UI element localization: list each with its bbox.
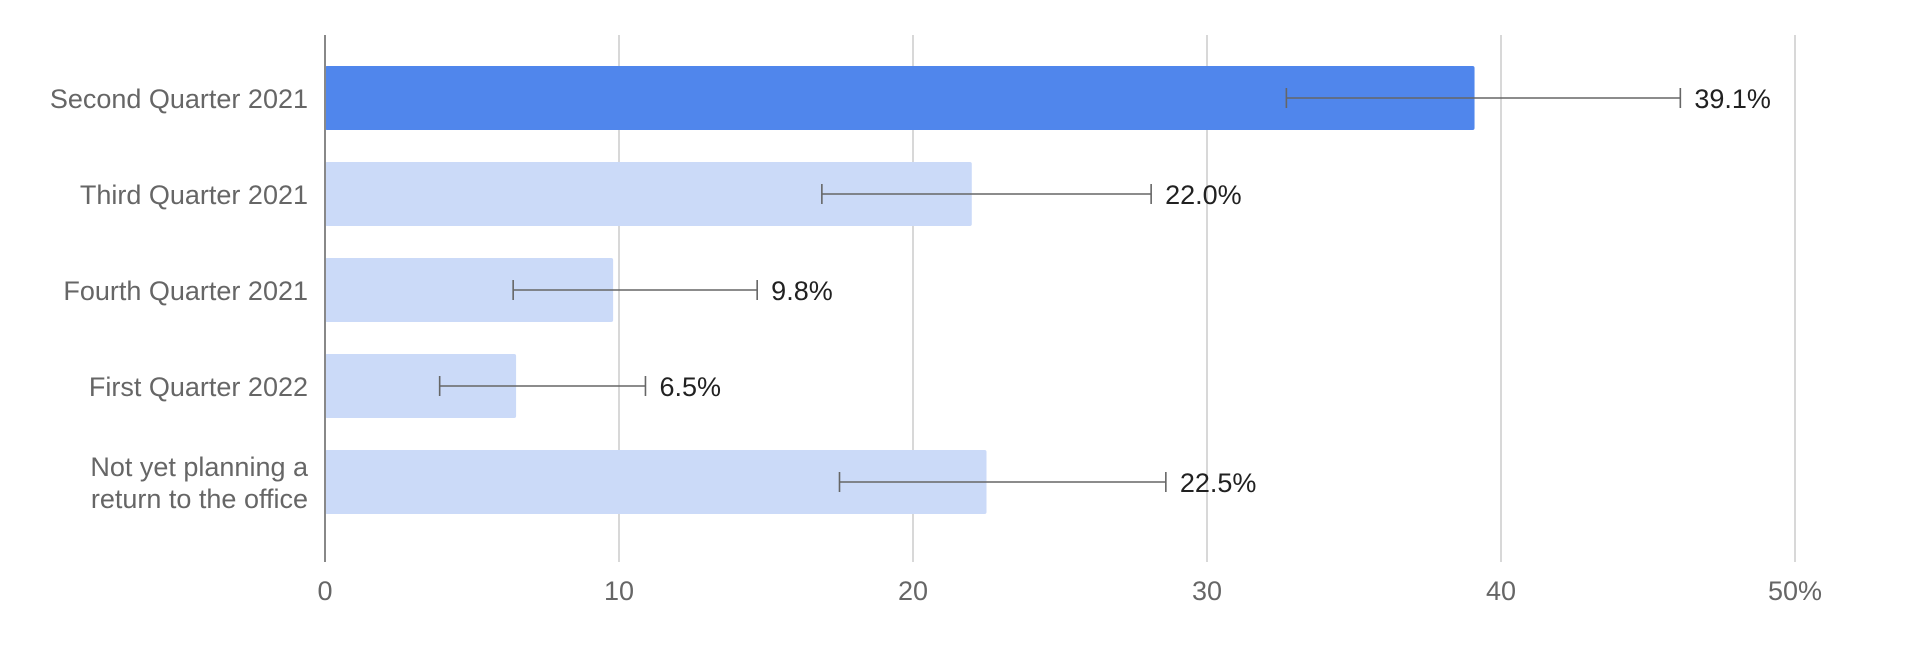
x-tick-label: 20 bbox=[898, 576, 928, 606]
category-label: Fourth Quarter 2021 bbox=[63, 276, 308, 306]
bar bbox=[325, 354, 517, 418]
bar bbox=[325, 258, 614, 322]
category-label-line: Second Quarter 2021 bbox=[50, 84, 308, 114]
x-tick-label: 0 bbox=[317, 576, 332, 606]
x-tick-label: 30 bbox=[1192, 576, 1222, 606]
data-label: 39.1% bbox=[1694, 84, 1771, 114]
category-label-line: Third Quarter 2021 bbox=[80, 180, 308, 210]
bar bbox=[325, 162, 972, 226]
bar bbox=[325, 66, 1475, 130]
category-label: First Quarter 2022 bbox=[89, 372, 308, 402]
bar bbox=[325, 450, 987, 514]
error-bars bbox=[438, 88, 1682, 492]
data-label: 9.8% bbox=[771, 276, 833, 306]
category-label: Not yet planning a return to the office bbox=[90, 452, 309, 514]
data-label: 6.5% bbox=[659, 372, 721, 402]
category-label-line: Not yet planning a bbox=[90, 452, 309, 482]
category-label: Second Quarter 2021 bbox=[50, 84, 308, 114]
data-label: 22.5% bbox=[1180, 468, 1257, 498]
error-bar bbox=[821, 184, 1152, 204]
error-bar bbox=[1285, 88, 1682, 108]
error-bar bbox=[512, 280, 758, 300]
category-label-line: Fourth Quarter 2021 bbox=[63, 276, 308, 306]
category-label: Third Quarter 2021 bbox=[80, 180, 308, 210]
x-tick-label: 10 bbox=[604, 576, 634, 606]
x-tick-label: 50% bbox=[1768, 576, 1822, 606]
category-label-line: return to the office bbox=[91, 484, 308, 514]
error-bar bbox=[438, 376, 647, 396]
category-label-line: First Quarter 2022 bbox=[89, 372, 308, 402]
error-bar bbox=[838, 472, 1167, 492]
bars bbox=[325, 66, 1475, 514]
x-tick-label: 40 bbox=[1486, 576, 1516, 606]
labels: 0 10 20 30 40 50% 39.1% Second Quarter 2021 22.0… bbox=[50, 84, 1822, 606]
data-label: 22.0% bbox=[1165, 180, 1242, 210]
